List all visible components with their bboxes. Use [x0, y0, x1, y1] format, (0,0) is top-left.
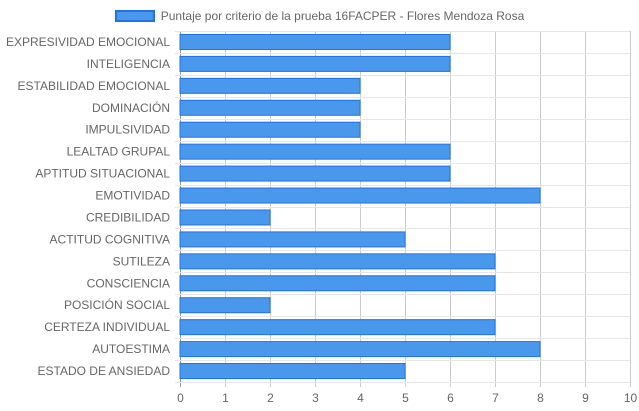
- category-label: CERTEZA INDIVIDUAL: [44, 320, 170, 334]
- x-tick-label: 1: [222, 391, 229, 405]
- category-label: LEALTAD GRUPAL: [67, 145, 171, 159]
- bars: [179, 33, 541, 380]
- grid-lines: [175, 31, 631, 387]
- x-tick-label: 7: [492, 391, 499, 405]
- bar: [179, 363, 406, 380]
- category-label: POSICIÓN SOCIAL: [64, 297, 170, 312]
- category-label: CREDIBILIDAD: [86, 210, 170, 224]
- x-tick-label: 10: [624, 391, 638, 405]
- category-label: AUTOESTIMA: [92, 342, 170, 356]
- bar: [179, 165, 451, 182]
- category-label: EXPRESIVIDAD EMOCIONAL: [6, 35, 170, 49]
- legend-swatch: [114, 10, 155, 22]
- x-tick-label: 0: [177, 391, 184, 405]
- bar: [179, 55, 451, 72]
- bar: [179, 33, 451, 50]
- category-label: IMPULSIVIDAD: [85, 123, 170, 137]
- category-label: DOMINACIÓN: [92, 100, 170, 115]
- bar: [179, 77, 361, 94]
- x-tick-label: 6: [447, 391, 454, 405]
- category-label: SUTILEZA: [113, 254, 170, 268]
- category-label: INTELIGENCIA: [87, 57, 170, 71]
- bar: [179, 209, 271, 226]
- bar: [179, 143, 451, 160]
- category-label: EMOTIVIDAD: [95, 189, 170, 203]
- bar: [179, 275, 496, 292]
- bar: [179, 99, 361, 116]
- x-tick-label: 3: [312, 391, 319, 405]
- category-label: ESTADO DE ANSIEDAD: [38, 364, 171, 378]
- legend-label: Puntaje por criterio de la prueba 16FACP…: [160, 9, 525, 23]
- x-tick-label: 5: [402, 391, 409, 405]
- bar: [179, 121, 361, 138]
- bar: [179, 253, 496, 270]
- bar: [179, 231, 406, 248]
- category-label: APTITUD SITUACIONAL: [35, 167, 170, 181]
- category-label: CONSCIENCIA: [87, 276, 170, 290]
- x-axis-ticks: 0 1 2 3 4 5 6 7 8 9 10: [177, 391, 637, 405]
- x-tick-label: 2: [267, 391, 274, 405]
- category-labels: EXPRESIVIDAD EMOCIONAL INTELIGENCIA ESTABI…: [6, 35, 170, 378]
- bar: [179, 297, 271, 314]
- category-label: ESTABILIDAD EMOCIONAL: [18, 79, 171, 93]
- legend[interactable]: Puntaje por criterio de la prueba 16FACP…: [0, 6, 639, 26]
- x-tick-label: 9: [582, 391, 589, 405]
- x-tick-label: 8: [537, 391, 544, 405]
- x-tick-label: 4: [357, 391, 364, 405]
- category-label: ACTITUD COGNITIVA: [50, 232, 170, 246]
- bar: [179, 341, 541, 358]
- bar: [179, 319, 496, 336]
- bar: [179, 187, 541, 204]
